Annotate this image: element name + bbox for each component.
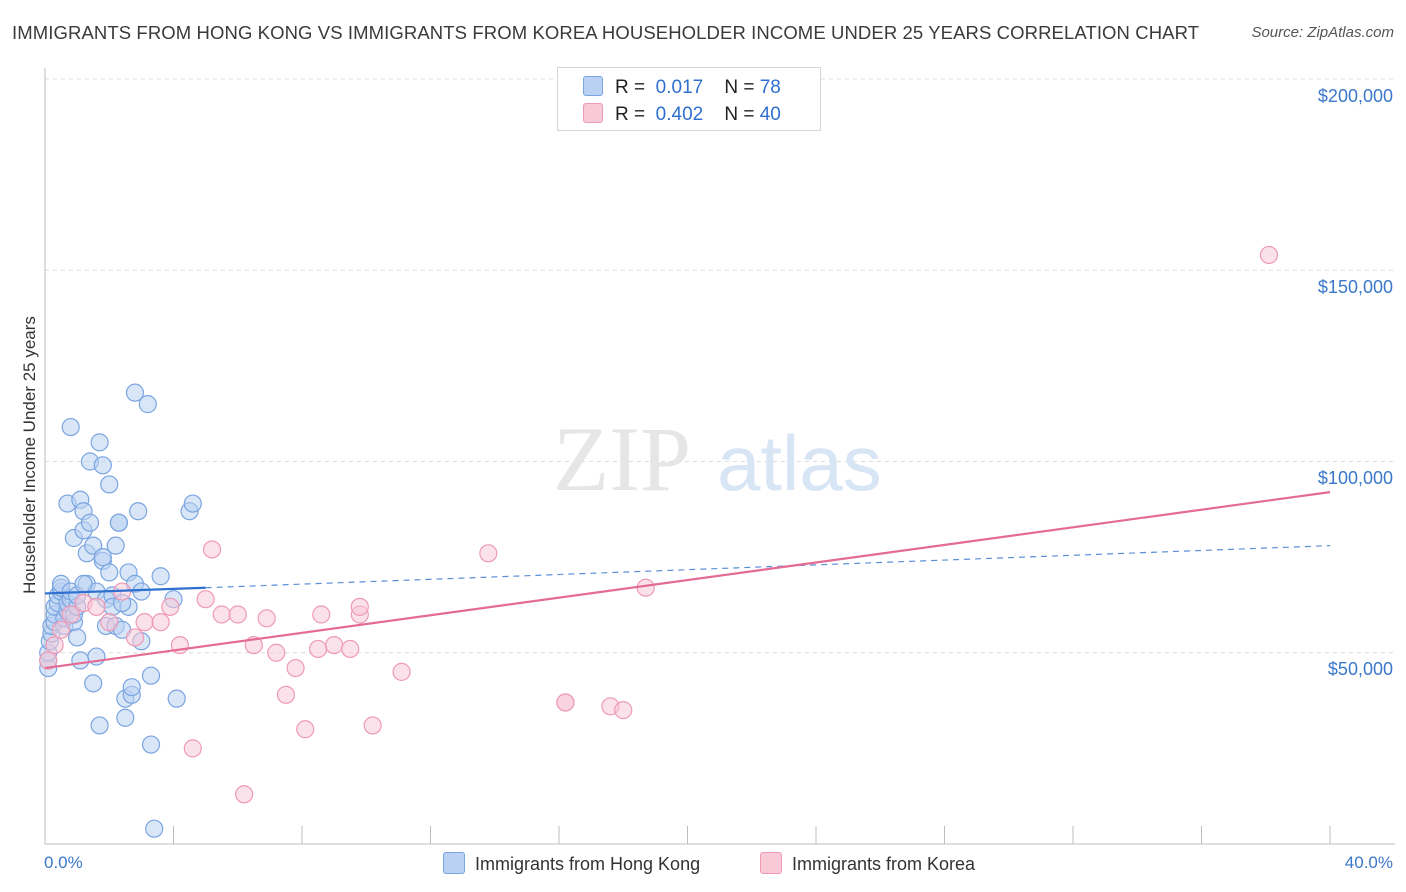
korea-point xyxy=(125,628,145,647)
watermark: ZIP atlas xyxy=(553,408,882,510)
watermark-atlas: atlas xyxy=(717,419,882,507)
hong-kong-point xyxy=(109,513,128,532)
legend-n-label: N = xyxy=(724,104,755,125)
legend: R = 0.017 N = 78 R = 0.402 N = 40 xyxy=(557,67,821,131)
bottom-legend-korea[interactable]: Immigrants from Korea xyxy=(760,852,975,875)
hong-kong-point xyxy=(145,819,164,838)
hong-kong-point xyxy=(141,666,161,685)
korea-point xyxy=(183,739,202,758)
axes xyxy=(44,68,1395,845)
legend-row-korea: R = 0.402 N = 40 xyxy=(583,103,781,126)
legend-n-value: 78 xyxy=(759,77,781,98)
korea-point xyxy=(235,785,254,804)
korea-point xyxy=(556,693,575,712)
legend-swatch-blue xyxy=(583,76,603,96)
y-tick-label: $200,000 xyxy=(1317,86,1393,106)
hong-kong-point xyxy=(183,494,202,513)
legend-r-value: 0.402 xyxy=(655,104,704,125)
hong-kong-point xyxy=(100,475,119,494)
korea-point xyxy=(212,605,231,624)
hong-kong-point xyxy=(93,548,112,567)
korea-point xyxy=(276,685,296,704)
korea-point xyxy=(257,609,276,628)
grid-lines xyxy=(45,78,1395,654)
legend-series-label: Immigrants from Hong Kong xyxy=(475,854,701,874)
korea-point xyxy=(286,658,305,678)
hong-kong-trendline-extension xyxy=(205,545,1331,589)
y-axis-label: Householder Income Under 25 years xyxy=(20,316,39,594)
korea-point xyxy=(196,590,215,609)
korea-point xyxy=(202,540,222,559)
legend-row-hong-kong: R = 0.017 N = 78 xyxy=(583,76,781,99)
chart-title: IMMIGRANTS FROM HONG KONG VS IMMIGRANTS … xyxy=(12,22,1200,43)
hong-kong-point xyxy=(122,678,141,697)
hong-kong-point xyxy=(80,513,100,532)
legend-n-label: N = xyxy=(724,77,755,98)
legend-series-label: Immigrants from Korea xyxy=(792,854,976,874)
korea-point xyxy=(636,578,655,597)
bottom-legend-hong-kong[interactable]: Immigrants from Hong Kong xyxy=(443,852,700,875)
trend-lines xyxy=(44,491,1331,670)
legend-r-value: 0.017 xyxy=(655,77,704,98)
korea-point xyxy=(308,639,328,659)
korea-point xyxy=(312,605,331,624)
korea-point xyxy=(228,605,247,624)
legend-r-label: R = xyxy=(615,104,646,125)
korea-point xyxy=(296,720,315,739)
korea-point xyxy=(267,643,286,662)
korea-point xyxy=(39,651,58,670)
korea-point xyxy=(51,620,71,639)
hong-kong-trendline xyxy=(44,586,206,595)
x-tick-label-max: 40.0% xyxy=(1344,853,1393,872)
hong-kong-point xyxy=(93,456,112,475)
y-tick-label: $50,000 xyxy=(1327,659,1393,679)
korea-point xyxy=(151,613,170,632)
y-tick-label: $100,000 xyxy=(1317,468,1393,488)
hong-kong-point xyxy=(100,563,119,582)
korea-point xyxy=(161,597,180,616)
hong-kong-point xyxy=(84,674,103,693)
x-tick-label-min: 0.0% xyxy=(44,853,83,872)
hong-kong-point xyxy=(129,502,148,521)
hong-kong-point xyxy=(116,708,135,727)
watermark-zip: ZIP xyxy=(553,408,691,510)
korea-point xyxy=(614,701,633,720)
legend-swatch-pink xyxy=(760,852,782,874)
korea-point xyxy=(1259,245,1279,265)
source-label: Source: ZipAtlas.com xyxy=(1251,24,1394,41)
korea-point xyxy=(341,639,360,659)
hong-kong-point xyxy=(167,689,186,708)
hong-kong-point xyxy=(74,574,93,594)
korea-point xyxy=(350,597,369,616)
scatter-points xyxy=(39,245,1279,838)
korea-point xyxy=(325,635,344,655)
hong-kong-point xyxy=(125,383,145,402)
legend-n-value: 40 xyxy=(759,104,781,125)
korea-point xyxy=(392,662,411,681)
legend-swatch-pink xyxy=(583,103,603,123)
y-tick-label: $150,000 xyxy=(1317,277,1393,297)
hong-kong-point xyxy=(61,417,80,437)
hong-kong-point xyxy=(71,651,90,670)
hong-kong-point xyxy=(132,582,151,601)
korea-point xyxy=(45,635,64,655)
korea-point xyxy=(87,597,106,616)
korea-point xyxy=(135,613,154,632)
korea-point xyxy=(61,605,80,624)
hong-kong-point xyxy=(90,716,109,735)
hong-kong-point xyxy=(141,735,161,754)
hong-kong-point xyxy=(90,433,109,452)
hong-kong-point xyxy=(68,628,87,647)
legend-swatch-blue xyxy=(443,852,465,874)
hong-kong-point xyxy=(106,536,125,555)
legend-r-label: R = xyxy=(615,77,646,98)
korea-trendline xyxy=(44,491,1331,670)
korea-point xyxy=(100,613,119,632)
hong-kong-point xyxy=(138,395,157,414)
korea-point xyxy=(363,716,382,735)
korea-point xyxy=(479,544,498,563)
hong-kong-point xyxy=(151,567,170,586)
